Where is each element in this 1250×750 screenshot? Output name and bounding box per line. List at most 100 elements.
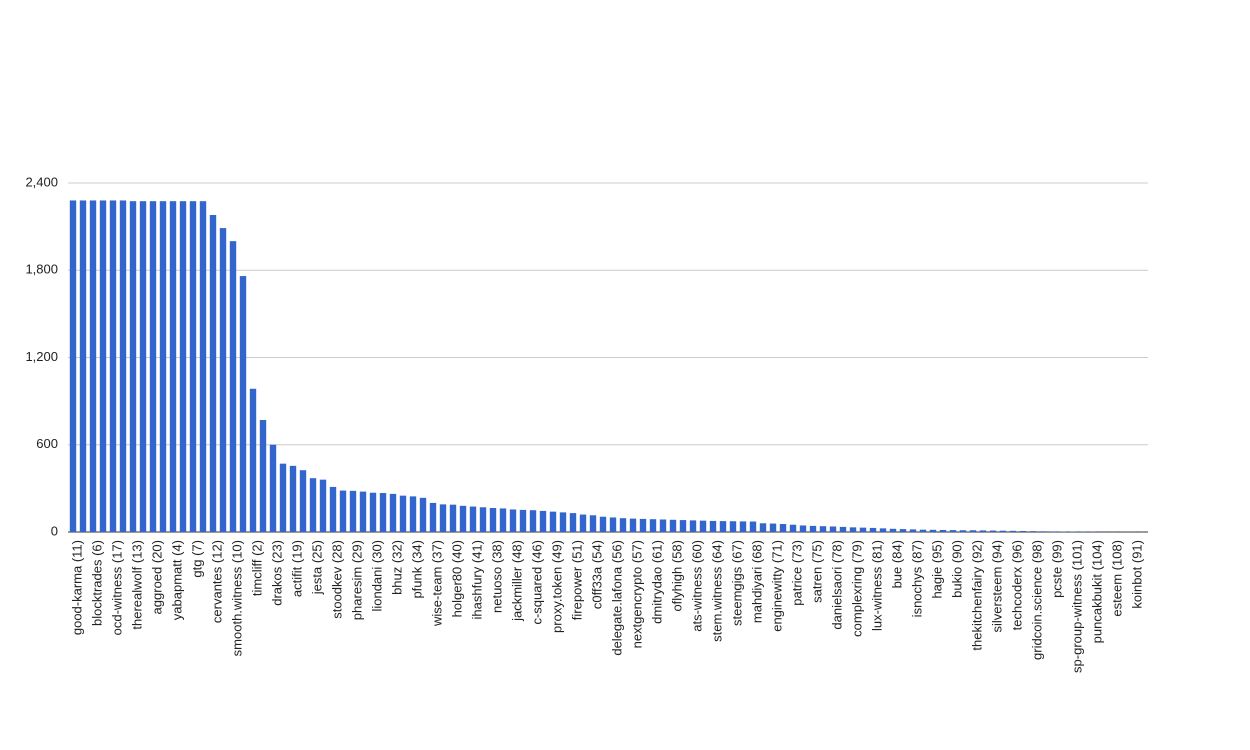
bar	[439, 504, 447, 532]
bar	[549, 511, 557, 532]
x-tick-label: c0ff33a (54)	[589, 540, 604, 609]
bar	[829, 526, 837, 532]
bar	[979, 530, 987, 532]
x-tick-label: jesta (25)	[309, 540, 324, 595]
bar	[1009, 530, 1017, 532]
x-tick-label: dmitrydao (61)	[649, 540, 664, 624]
bar	[389, 493, 397, 532]
bar	[859, 527, 867, 532]
bar	[339, 490, 347, 532]
x-tick-label: koinbot (91)	[1129, 540, 1144, 609]
x-tick-label: therealwolf (13)	[129, 540, 144, 630]
x-tick-label: blocktrades (6)	[89, 540, 104, 626]
x-tick-label: smooth.witness (10)	[229, 540, 244, 656]
bar	[849, 527, 857, 532]
bar	[839, 526, 847, 532]
bar	[969, 530, 977, 532]
bar	[779, 524, 787, 532]
bar	[469, 506, 477, 532]
bar	[989, 530, 997, 532]
x-tick-label: c-squared (46)	[529, 540, 544, 625]
bar	[509, 509, 517, 532]
bar	[819, 526, 827, 532]
x-tick-label: gtg (7)	[189, 540, 204, 578]
bar	[119, 200, 127, 532]
bar	[259, 420, 267, 532]
bar	[909, 529, 917, 532]
x-tick-label: thekitchenfairy (92)	[969, 540, 984, 651]
x-tick-label: bue (84)	[889, 540, 904, 588]
bar	[69, 200, 77, 532]
bar	[719, 521, 727, 532]
bar	[459, 505, 467, 532]
bar	[659, 519, 667, 532]
bar	[359, 491, 367, 532]
bar	[79, 200, 87, 532]
bar	[959, 530, 967, 532]
bar	[619, 518, 627, 532]
y-tick-label: 600	[36, 436, 58, 451]
bar	[1039, 531, 1047, 532]
bar	[99, 200, 107, 532]
x-tick-label: complexring (79)	[849, 540, 864, 637]
x-tick-label: timcliff (2)	[249, 540, 264, 596]
bar	[1019, 530, 1027, 532]
bar	[539, 510, 547, 532]
bar	[929, 529, 937, 532]
bar	[379, 493, 387, 532]
x-tick-label: proxy.token (49)	[549, 540, 564, 633]
bar	[799, 525, 807, 532]
bar	[429, 502, 437, 532]
bar	[759, 523, 767, 532]
bar	[569, 513, 577, 532]
bar	[729, 521, 737, 532]
bar	[329, 486, 337, 532]
x-tick-label: good-karma (11)	[69, 540, 84, 635]
x-tick-label: cervantes (12)	[209, 540, 224, 623]
x-tick-label: delegate.lafona (56)	[609, 540, 624, 656]
bar	[279, 463, 287, 532]
bar	[739, 521, 747, 532]
x-tick-label: bukio (90)	[949, 540, 964, 598]
bar	[769, 523, 777, 532]
bar	[1029, 531, 1037, 532]
x-tick-label: wise-team (37)	[429, 540, 444, 627]
bar	[419, 497, 427, 532]
bar	[109, 200, 117, 532]
x-tick-label: ihashfury (41)	[469, 540, 484, 619]
bar	[239, 276, 247, 532]
bar	[939, 529, 947, 532]
bar	[999, 530, 1007, 532]
bar	[189, 201, 197, 533]
bar	[679, 520, 687, 532]
bar	[479, 507, 487, 532]
x-tick-label: actifit (19)	[289, 540, 304, 597]
bar	[449, 504, 457, 532]
x-tick-label: firepower (51)	[569, 540, 584, 620]
bar	[149, 201, 157, 533]
y-tick-label: 0	[51, 523, 58, 538]
bar	[639, 518, 647, 532]
x-tick-label: jackmiller (48)	[509, 540, 524, 622]
x-tick-label: aggroed (20)	[149, 540, 164, 614]
bar	[789, 524, 797, 532]
x-tick-label: pfunk (34)	[409, 540, 424, 599]
bar	[209, 214, 217, 532]
bar	[229, 241, 237, 532]
x-tick-label: danielsaori (78)	[829, 540, 844, 630]
x-tick-label: gridcoin.science (98)	[1029, 540, 1044, 660]
x-tick-label: netuoso (38)	[489, 540, 504, 613]
bar	[889, 528, 897, 532]
x-tick-label: holger80 (40)	[449, 540, 464, 617]
bar	[579, 514, 587, 532]
x-tick-label: ats-witness (60)	[689, 540, 704, 632]
x-tick-label: mahdiyari (68)	[749, 540, 764, 623]
bar	[899, 529, 907, 532]
x-tick-label: steemgigs (67)	[729, 540, 744, 626]
bar	[219, 228, 227, 532]
x-tick-label: esteem (108)	[1109, 540, 1124, 617]
bar	[699, 520, 707, 532]
x-tick-label: hagie (95)	[929, 540, 944, 599]
y-tick-label: 2,400	[25, 174, 58, 189]
x-tick-label: yabapmatt (4)	[169, 540, 184, 620]
